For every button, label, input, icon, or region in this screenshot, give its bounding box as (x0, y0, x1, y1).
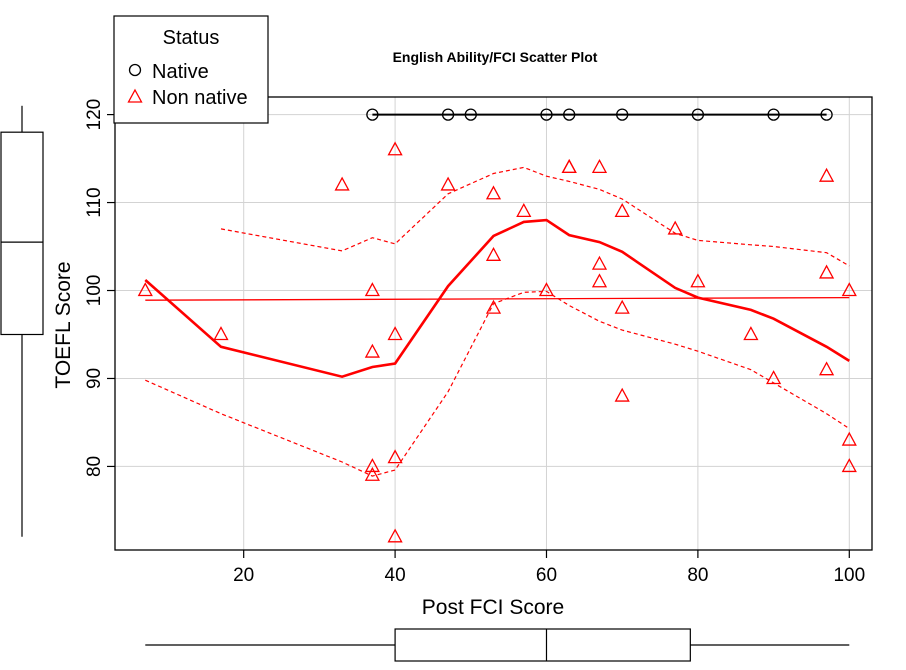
x-axis: 20 40 60 80 100 (233, 550, 865, 586)
y-tick-label: 110 (84, 187, 105, 217)
non-native-point (387, 326, 403, 341)
y-boxplot-box (0, 131, 44, 336)
non-native-point (818, 264, 835, 279)
non-native-point (841, 431, 857, 446)
legend-nonnative-label: Non native (152, 87, 248, 109)
legend-native-marker (128, 63, 142, 77)
non-native-smooth-line (144, 218, 850, 379)
non-native-point (591, 159, 608, 174)
non-native-point (485, 185, 502, 200)
x-boxplot-box (394, 628, 691, 662)
plot-frame (114, 96, 873, 551)
legend-title: Status (163, 27, 220, 49)
native-point (441, 108, 455, 121)
non-native-point (591, 255, 608, 270)
legend: Status Native Non native (113, 15, 269, 124)
non-native-point (364, 343, 380, 358)
y-tick-label: 90 (84, 368, 105, 389)
y-tick-label: 120 (84, 99, 105, 131)
x-tick-label: 100 (833, 565, 865, 586)
y-axis: 80 90 100 110 120 (84, 99, 115, 477)
native-point (820, 108, 833, 121)
y-axis-title: TOEFL Score (52, 261, 75, 388)
non-native-point (667, 220, 683, 235)
non-native-point (561, 159, 577, 174)
non-native-point (387, 141, 403, 156)
non-native-point (334, 176, 350, 191)
non-native-point (614, 299, 630, 314)
legend-native-label: Native (152, 61, 209, 83)
non-native-point (213, 326, 229, 341)
native-point (366, 108, 379, 121)
non-native-point (841, 458, 857, 473)
non-native-point (387, 449, 403, 464)
non-native-point (818, 361, 835, 376)
non-native-point (614, 387, 630, 402)
native-point (767, 108, 780, 121)
x-tick-label: 20 (233, 565, 254, 586)
native-point (616, 108, 629, 121)
non-native-point (538, 282, 555, 297)
smooth-lines (144, 113, 850, 477)
non-native-point (137, 282, 153, 297)
non-native-point (818, 167, 835, 182)
non-native-point (591, 273, 608, 288)
non-native-point (765, 370, 782, 385)
non-native-point (440, 176, 456, 191)
native-point (540, 108, 553, 121)
x-axis-title: Post FCI Score (422, 596, 564, 619)
x-tick-label: 60 (536, 565, 557, 586)
non-native-point (485, 299, 502, 314)
non-native-point (841, 282, 857, 297)
native-point (464, 108, 477, 121)
non-native-point (614, 202, 630, 217)
non-native-point (516, 202, 532, 217)
non-native-point (387, 528, 403, 543)
x-tick-label: 80 (687, 565, 708, 586)
non-native-point (364, 458, 380, 473)
non-native-point (485, 246, 502, 261)
legend-nonnative-marker (127, 88, 143, 103)
x-tick-label: 40 (385, 565, 406, 586)
y-tick-label: 80 (84, 456, 105, 477)
y-tick-label: 100 (84, 275, 105, 307)
chart-title: English Ability/FCI Scatter Plot (393, 49, 598, 65)
native-point (563, 108, 576, 121)
native-point (691, 108, 705, 121)
non-native-regression-line (145, 296, 850, 301)
non-native-point (364, 282, 380, 297)
non-native-point (743, 326, 759, 341)
non-native-smooth-lower-band (145, 290, 850, 477)
non-native-point (690, 273, 706, 288)
non-native-point (364, 466, 380, 481)
non-native-smooth-upper-band (220, 166, 850, 267)
legend-box (113, 15, 269, 124)
data-points (137, 108, 857, 543)
marginal-boxplots (0, 105, 850, 662)
